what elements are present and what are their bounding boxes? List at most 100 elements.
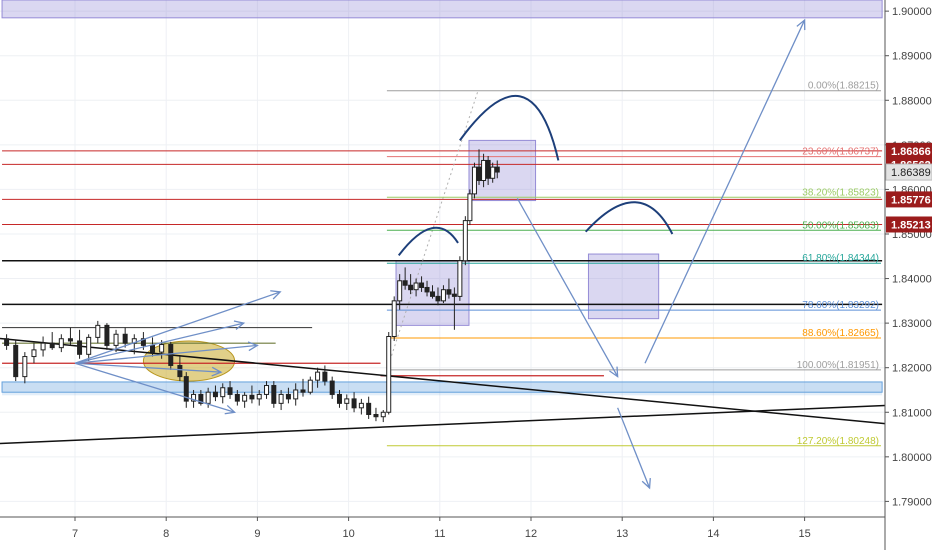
candle-body-down	[77, 340, 83, 355]
candle	[490, 162, 496, 183]
price-tick-label: 1.88000	[892, 95, 932, 107]
candle	[40, 336, 46, 357]
fibonacci-level-label: 0.00%(1.88215)	[808, 81, 879, 92]
time-tick-label: 13	[616, 528, 628, 540]
fibonacci-layer: 0.00%(1.88215) 23.60%(1.86737) 38.20%(1.85…	[386, 81, 881, 447]
candle	[386, 332, 392, 415]
candle	[366, 396, 372, 419]
candle	[95, 320, 101, 344]
candle-body-down	[234, 393, 240, 402]
time-tick-label: 9	[254, 528, 260, 540]
candle-body-down	[408, 284, 414, 291]
arrow-shaft	[74, 344, 258, 364]
candle-body-down	[373, 413, 379, 418]
candle	[191, 389, 197, 408]
time-tick-label: 11	[434, 528, 445, 540]
candle	[494, 160, 500, 179]
arrow-head	[270, 290, 282, 300]
candle	[322, 365, 328, 386]
candle	[476, 149, 482, 185]
candle-body-up	[58, 338, 64, 349]
candle-body-down	[13, 344, 19, 378]
candle	[424, 280, 430, 297]
price-tick-label: 1.81000	[892, 407, 932, 419]
price-badge	[886, 216, 932, 233]
candle-body-down	[49, 342, 55, 349]
candle	[104, 323, 110, 350]
candle-body-down	[451, 293, 457, 297]
fibonacci-level-label: 127.20%(1.80248)	[797, 436, 879, 447]
candle	[435, 287, 441, 306]
candle-body-down	[494, 166, 500, 173]
current-price-badge	[885, 163, 932, 181]
candle-body-down	[446, 289, 452, 295]
price-badge	[886, 142, 932, 159]
arrow-shaft	[74, 291, 281, 364]
arrow-head	[211, 366, 223, 377]
candle-body-down	[402, 280, 408, 286]
arrow-head	[233, 320, 246, 330]
candle-body-up	[113, 333, 119, 346]
candle-body-down	[227, 387, 233, 395]
candle-body-down	[285, 393, 291, 400]
candle	[419, 276, 425, 292]
candle	[256, 389, 262, 406]
candle	[430, 285, 436, 299]
candle	[285, 387, 291, 404]
candle-body-down	[336, 393, 342, 404]
candle-body-up	[205, 391, 211, 404]
arrow-head	[224, 404, 237, 415]
candle	[397, 274, 403, 310]
candle-body-up	[467, 193, 473, 222]
fibonacci-level-label: 50.00%(1.85083)	[802, 220, 879, 231]
candle-body-down	[212, 391, 218, 398]
time-tick-label: 8	[163, 528, 169, 540]
time-tick-label: 15	[798, 528, 810, 540]
candle	[278, 389, 284, 411]
candle-body-up	[413, 282, 419, 291]
candle-body-up	[264, 385, 270, 395]
candle-body-up	[256, 393, 262, 400]
price-tick-label: 1.79000	[892, 496, 932, 508]
candle	[358, 398, 364, 415]
candle-body-down	[485, 159, 491, 179]
arrow	[74, 362, 237, 415]
candle-body-up	[278, 393, 284, 404]
candle	[77, 329, 83, 359]
candle-body-down	[4, 338, 10, 346]
arrow	[74, 290, 282, 364]
candle-body-down	[476, 166, 482, 182]
candle	[4, 334, 10, 350]
drawings-layer	[74, 18, 806, 490]
candles-layer	[4, 149, 500, 423]
candle-body-up	[471, 166, 477, 195]
price-badge-label: 1.85213	[891, 219, 931, 231]
price-badge-label: 1.85776	[891, 194, 931, 206]
candle	[271, 381, 277, 408]
candle	[336, 389, 342, 408]
candle-body-down	[183, 376, 189, 402]
candle	[58, 334, 64, 353]
curve-drawing	[584, 201, 674, 235]
candle-body-up	[386, 335, 392, 413]
candle	[67, 327, 73, 346]
price-tick-label: 1.83000	[892, 318, 932, 330]
candle-body-down	[150, 344, 156, 353]
candle-body-up	[344, 398, 350, 404]
candle-body-down	[430, 291, 436, 297]
candle	[462, 216, 468, 266]
zone-rectangle	[1, 0, 883, 19]
arrow-shaft	[74, 322, 244, 364]
candle-body-up	[481, 159, 487, 182]
candle	[315, 367, 321, 388]
highlight-ellipse	[142, 340, 236, 382]
trendline	[0, 337, 886, 425]
candle	[391, 296, 397, 341]
candle-body-down	[351, 398, 357, 409]
candle	[451, 287, 457, 330]
candle	[446, 278, 452, 299]
arrow-shaft	[617, 407, 651, 489]
